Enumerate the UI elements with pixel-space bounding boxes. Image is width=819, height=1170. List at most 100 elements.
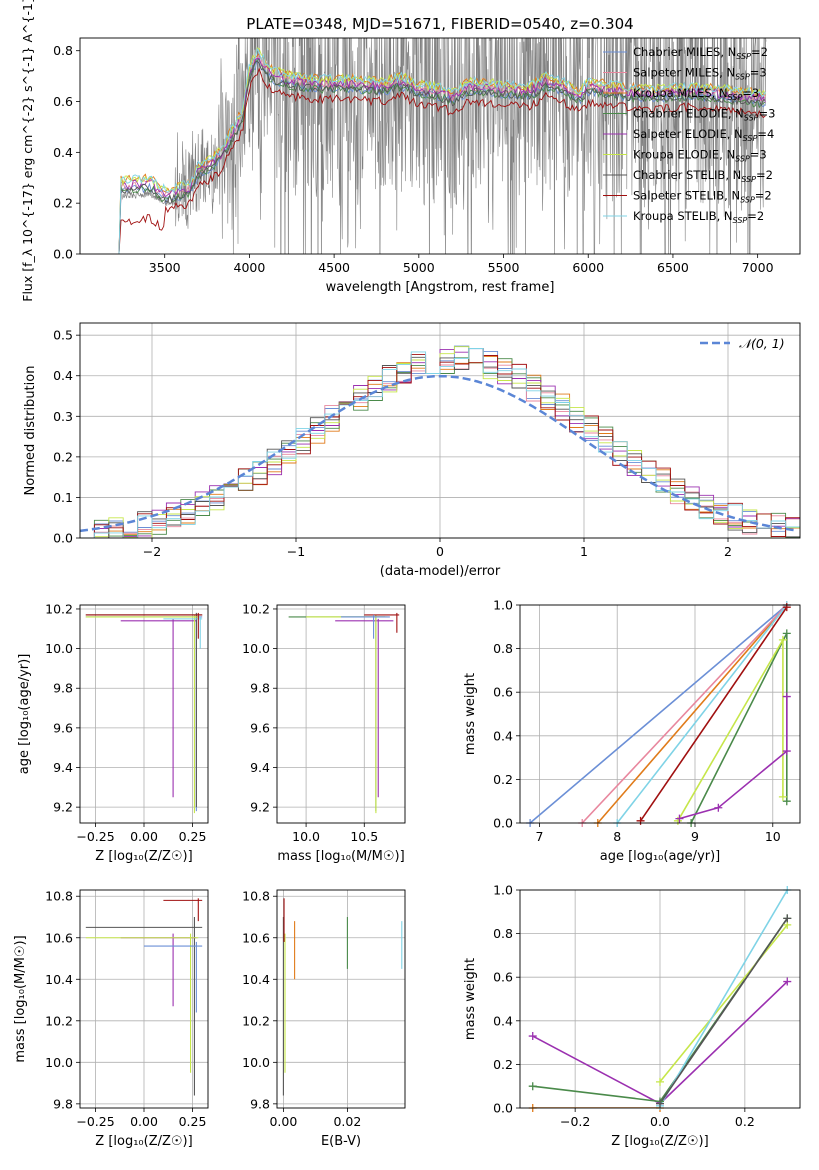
mass_vs_ebv-xtick-label: 0.00 <box>269 1114 297 1129</box>
mass_vs_Z-ytick-label: 9.8 <box>53 1096 73 1111</box>
weight_vs_Z-frame <box>519 889 801 1109</box>
weight_vs_age-line-kroupa-miles <box>597 605 788 823</box>
residuals-xtick-label: −2 <box>143 544 161 559</box>
mass_vs_Z-ytick-label: 10.6 <box>45 930 73 945</box>
weight_vs_Z-grid <box>520 889 800 1109</box>
weight_vs_Z-point-salpeter-elodie <box>528 1032 537 1041</box>
age_vs_mass-ytick-label: 9.4 <box>250 760 270 775</box>
weight_vs_Z-point-salpeter-elodie <box>783 977 792 986</box>
legend-label-salpeter-miles: Salpeter MILES, NSSP=3 <box>633 66 767 82</box>
age_vs_Z-ytick-label: 9.8 <box>53 681 73 696</box>
weight_vs_age-ytick-label: 0.8 <box>493 641 513 656</box>
spectrum-xlabel: wavelength [Angstrom, rest frame] <box>326 280 555 295</box>
residuals-panel: −2 −1 0 1 2 0.0 0.1 0.2 0.3 0.4 0.5 (data-model)/er… <box>23 322 801 579</box>
weight-vs-age-panel: 7 8 9 10 0.0 0.2 0.4 0.6 0.8 1.0 age [log₁₀(age/yr… <box>463 598 801 864</box>
age_vs_Z-xlabel: Z [log₁₀(Z/Z☉)] <box>95 849 192 864</box>
model-line-chabrier-elodie <box>118 58 766 254</box>
mass_vs_ebv-ytick-label: 10.6 <box>242 930 270 945</box>
weight_vs_Z-ytick-label: 0.4 <box>493 1013 513 1028</box>
mass_vs_Z-frame <box>79 889 209 1109</box>
age_vs_Z-ytick-label: 10.0 <box>45 641 73 656</box>
spectrum-ticks: 3500 4000 4500 5000 5500 6000 6500 7000 0.0 0.2 0.… <box>53 43 773 275</box>
spectrum-ytick-label: 0.2 <box>53 196 73 211</box>
mass_vs_ebv-ytick-label: 10.8 <box>242 889 270 904</box>
age_vs_mass-frame <box>276 604 406 824</box>
age_vs_mass-ytick-label: 10.2 <box>242 601 270 616</box>
legend-label-chabrier-miles: Chabrier MILES, NSSP=2 <box>633 45 768 61</box>
weight_vs_age-xtick-label: 7 <box>535 829 543 844</box>
weight_vs_age-ylabel: mass weight <box>463 673 478 755</box>
spectrum-ytick-label: 0.8 <box>53 43 73 58</box>
mass_vs_ebv-grid <box>277 890 405 1108</box>
residuals-xtick-label: 1 <box>580 544 588 559</box>
weight_vs_Z-xtick-label: −0.2 <box>560 1114 590 1129</box>
weight_vs_Z-ticks: −0.2 0.0 0.2 0.0 0.2 0.4 0.6 0.8 1.0 <box>493 883 755 1130</box>
normal-distribution-curve <box>80 374 798 533</box>
weight_vs_age-ytick-label: 1.0 <box>493 598 513 613</box>
weight_vs_age-ytick-label: 0.6 <box>493 685 513 700</box>
spectrum-xtick-label: 6000 <box>572 260 604 275</box>
weight-vs-metallicity-panel: −0.2 0.0 0.2 0.0 0.2 0.4 0.6 0.8 1.0 Z [log₁₀(Z/Z… <box>463 883 801 1149</box>
residuals-legend: 𝒩(0, 1) <box>700 336 785 351</box>
age_vs_mass-ytick-label: 9.6 <box>250 720 270 735</box>
legend-label-chabrier-stelib: Chabrier STELIB, NSSP=2 <box>633 168 773 184</box>
age_vs_mass-ytick-label: 9.8 <box>250 681 270 696</box>
weight_vs_Z-ytick-label: 0.0 <box>493 1101 513 1116</box>
weight_vs_age-point-chabrier-elodie <box>782 629 791 638</box>
mass_vs_Z-ylabel: mass [log₁₀(M/M☉)] <box>13 935 28 1062</box>
weight_vs_Z-xtick-label: 0.2 <box>735 1114 755 1129</box>
mass_vs_Z-xlabel: Z [log₁₀(Z/Z☉)] <box>95 1134 192 1149</box>
model-line-kroupa-stelib <box>118 47 766 254</box>
mass_vs_ebv-plot-area <box>282 898 403 1096</box>
weight_vs_Z-point-chabrier-stelib <box>656 1099 664 1108</box>
residuals-xtick-label: 0 <box>436 544 444 559</box>
spectrum-ytick-label: 0.0 <box>53 247 73 262</box>
residuals-ytick-label: 0.1 <box>53 490 73 505</box>
residuals-ytick-label: 0.4 <box>53 368 73 383</box>
weight_vs_age-point-salpeter-elodie <box>714 803 723 812</box>
age_vs_mass-xlabel: mass [log₁₀(M/M☉)] <box>277 849 404 864</box>
age_vs_mass-ytick-label: 10.0 <box>242 641 270 656</box>
weight_vs_age-line-salpeter-stelib <box>639 606 788 822</box>
spectrum-xtick-label: 4000 <box>234 260 266 275</box>
mass_vs_ebv-ytick-label: 10.0 <box>242 1055 270 1070</box>
weight_vs_Z-ytick-label: 0.2 <box>493 1057 513 1072</box>
weight_vs_Z-point-chabrier-elodie <box>528 1082 537 1091</box>
residuals-xtick-label: 2 <box>724 544 732 559</box>
age_vs_Z-ytick-label: 9.6 <box>53 720 73 735</box>
residuals-frame <box>79 322 801 539</box>
weight_vs_age-line-kroupa-elodie <box>677 636 784 822</box>
mass_vs_Z-xtick-label: 0.25 <box>179 1114 207 1129</box>
weight_vs_age-line-kroupa-stelib <box>616 605 788 823</box>
age_vs_Z-xtick-label: 0.00 <box>130 829 158 844</box>
legend-label-kroupa-stelib: Kroupa STELIB, NSSP=2 <box>633 209 764 225</box>
residuals-ytick-label: 0.0 <box>53 531 73 546</box>
mass_vs_Z-xtick-label: −0.25 <box>76 1114 114 1129</box>
residuals-ytick-label: 0.2 <box>53 449 73 464</box>
mass-vs-metallicity-panel: −0.25 0.00 0.25 9.8 10.0 10.2 10.4 10.6 10.8 Z [l… <box>13 889 209 1149</box>
age-vs-mass-panel: 10.0 10.5 9.2 9.4 9.6 9.8 10.0 10.2 mass [log₁₀(… <box>242 601 406 864</box>
weight_vs_Z-point-chabrier-stelib <box>783 914 792 923</box>
age_vs_Z-grid <box>80 605 208 823</box>
weight_vs_age-point-kroupa-elodie <box>778 792 787 801</box>
weight_vs_age-line-salpeter-elodie <box>679 696 788 820</box>
residuals-xtick-label: −1 <box>287 544 305 559</box>
age_vs_Z-ticks: −0.25 0.00 0.25 9.2 9.4 9.6 9.8 10.0 10.2 <box>45 601 206 844</box>
model-line-salpeter-stelib <box>118 67 766 254</box>
mass_vs_ebv-ytick-label: 9.8 <box>250 1096 270 1111</box>
weight_vs_age-xtick-label: 10 <box>765 829 781 844</box>
age_vs_Z-plot-area <box>85 612 203 814</box>
spectrum-panel: 3500 4000 4500 5000 5500 6000 6500 7000 0.0 0.2 0.… <box>20 0 801 302</box>
mass_vs_Z-ytick-label: 10.0 <box>45 1055 73 1070</box>
weight_vs_age-ytick-label: 0.2 <box>493 772 513 787</box>
weight_vs_age-plot-area <box>529 605 788 823</box>
mass_vs_ebv-ytick-label: 10.2 <box>242 1013 270 1028</box>
age_vs_Z-xtick-label: 0.25 <box>179 829 207 844</box>
legend-label-normal: 𝒩(0, 1) <box>739 336 785 351</box>
mass_vs_Z-ytick-label: 10.4 <box>45 972 73 987</box>
residuals-xlabel: (data-model)/error <box>380 564 501 579</box>
weight_vs_Z-point-kroupa-elodie <box>656 1077 664 1086</box>
spectrum-title: PLATE=0348, MJD=51671, FIBERID=0540, z=0… <box>246 15 633 33</box>
weight_vs_Z-ytick-label: 1.0 <box>493 883 513 898</box>
